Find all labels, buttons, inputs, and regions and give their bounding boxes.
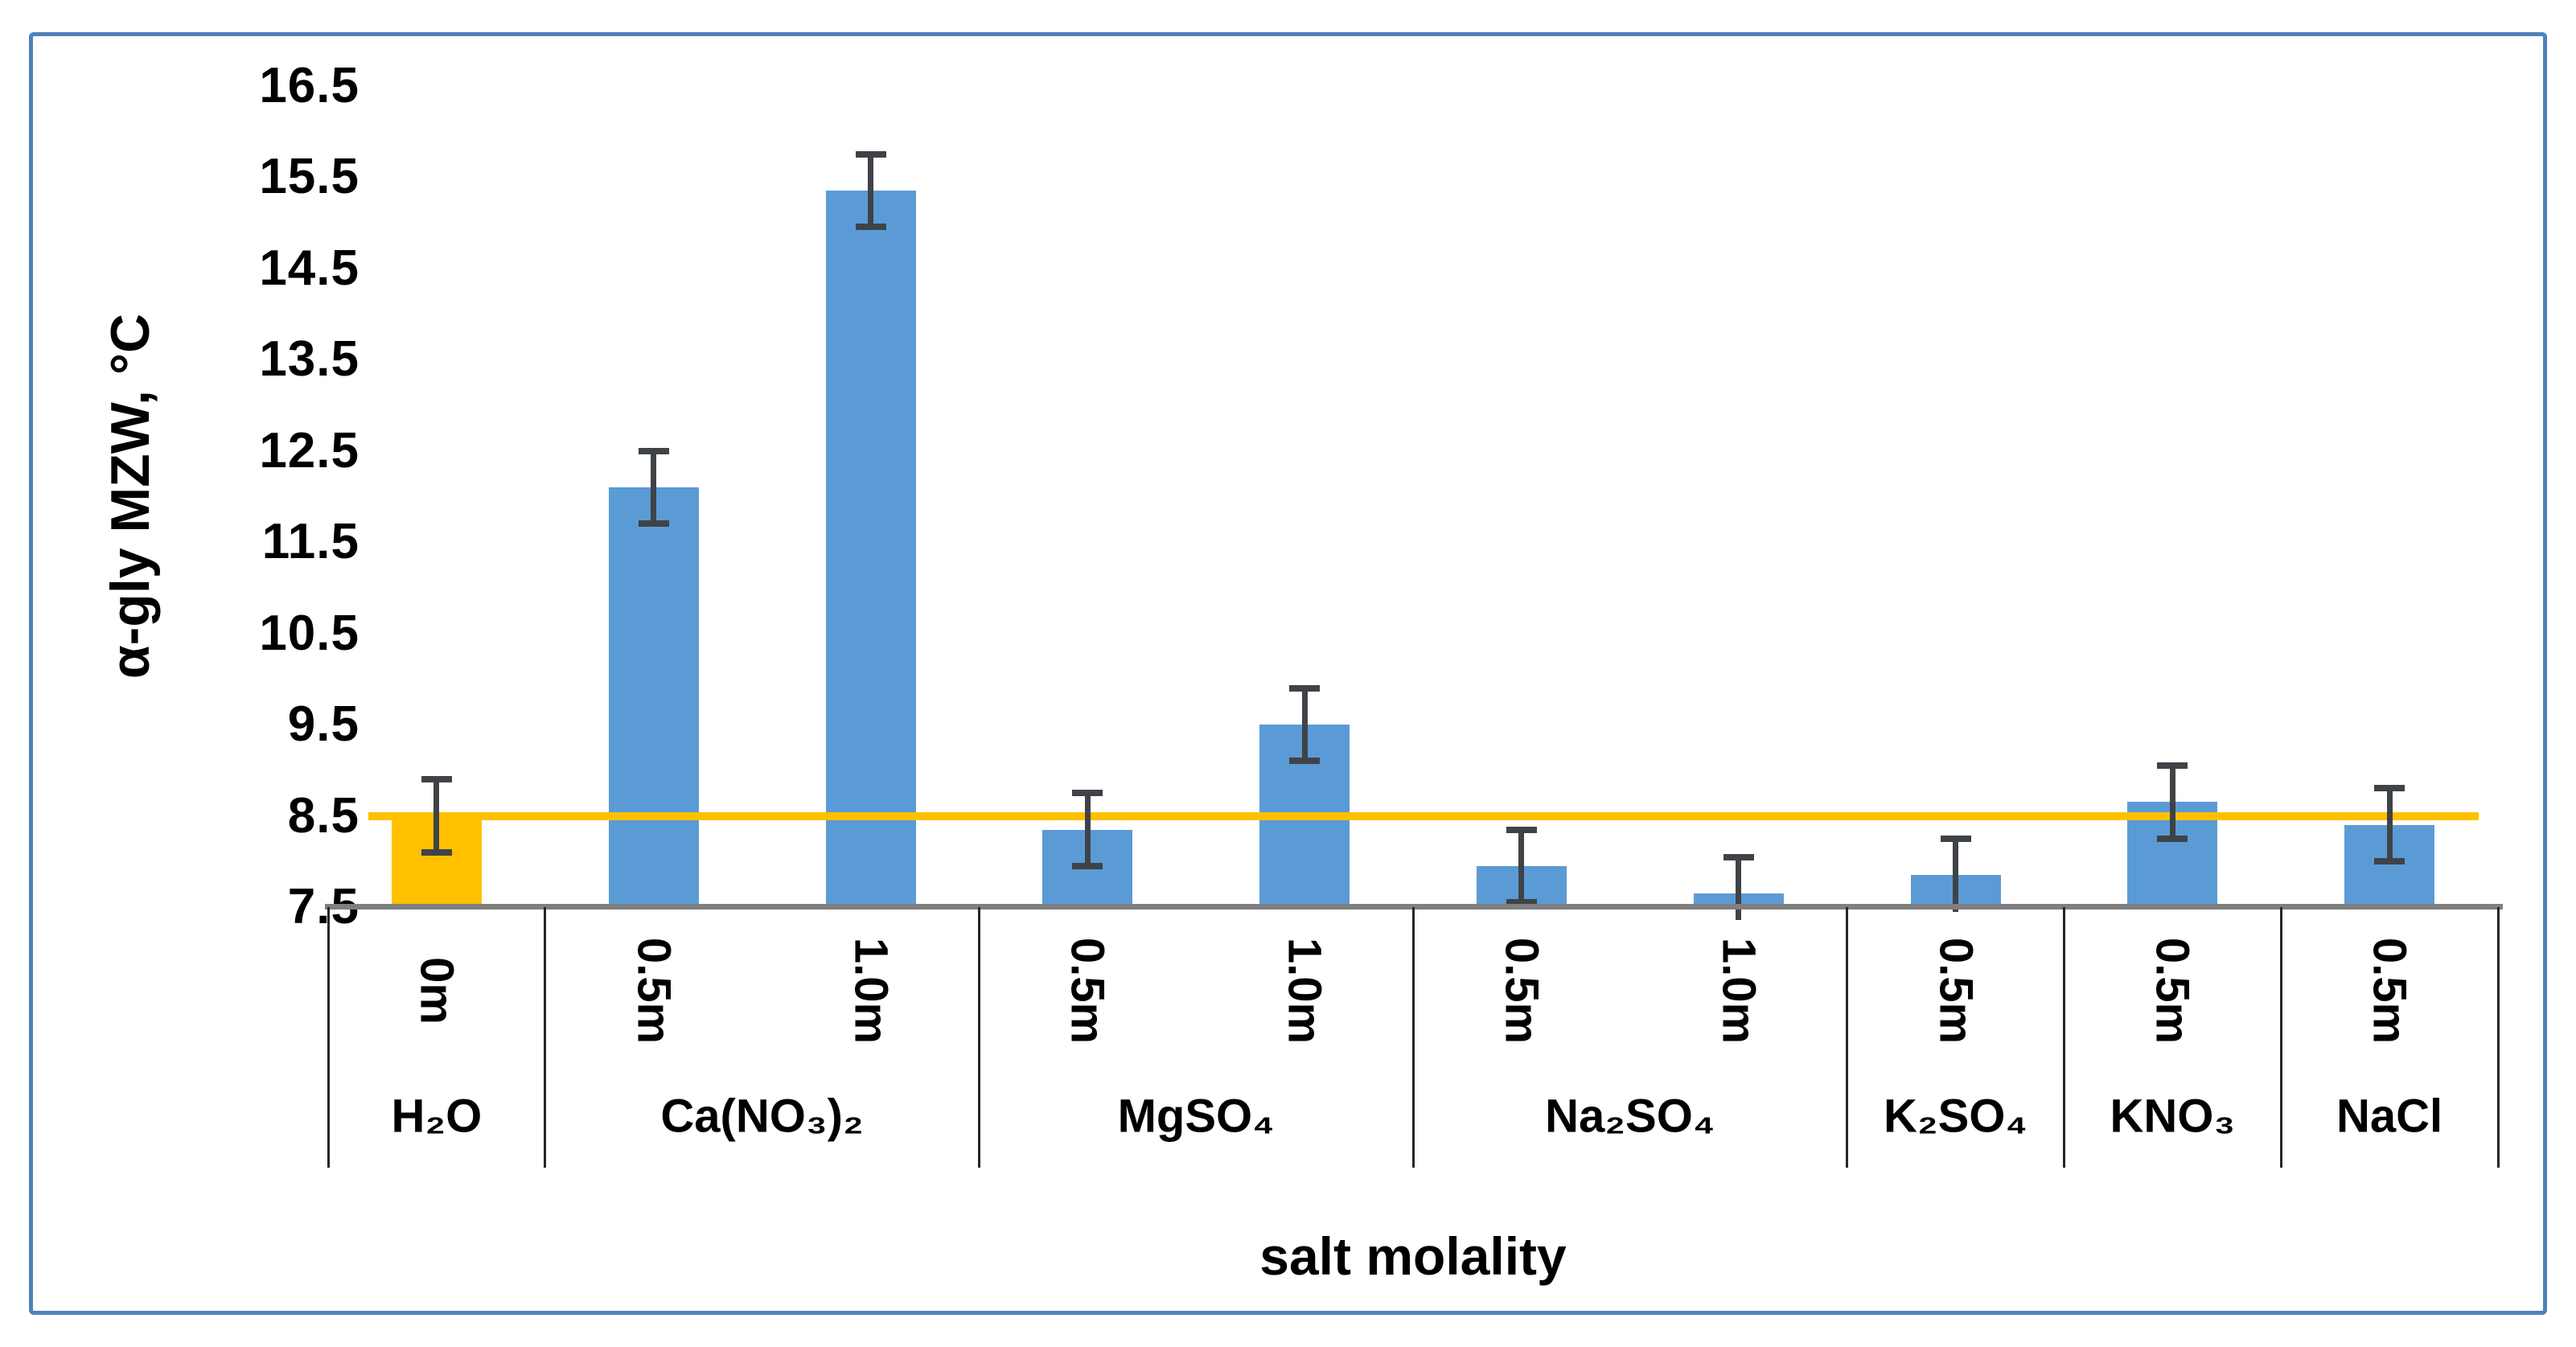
error-bar-cap-bottom: [1506, 899, 1537, 906]
molality-label: 0.5m: [2363, 937, 2416, 1045]
error-bar-stem: [433, 779, 440, 852]
salt-group-label: H₂O: [391, 1090, 483, 1143]
error-bar-stem: [651, 450, 657, 524]
error-bar-cap-top: [1506, 826, 1537, 833]
error-bar-stem: [1953, 838, 1958, 912]
error-bar-cap-top: [421, 776, 452, 783]
salt-group-label: Ca(NO₃)₂: [660, 1090, 864, 1143]
category-divider: [2496, 907, 2500, 1168]
y-tick-label: 14.5: [259, 240, 359, 296]
error-bar-cap-bottom: [1072, 862, 1103, 869]
error-bar-cap-top: [638, 447, 669, 454]
molality-label: 1.0m: [844, 937, 897, 1045]
salt-group-label: KNO₃: [2110, 1090, 2236, 1143]
molality-label: 0.5m: [627, 937, 680, 1045]
salt-group-label: K₂SO₄: [1883, 1090, 2028, 1143]
error-bar-cap-bottom: [2157, 835, 2188, 842]
y-axis-title: α-gly MZW, °C: [100, 313, 161, 680]
molality-label: 0.5m: [1061, 937, 1114, 1045]
category-divider: [1846, 907, 1849, 1168]
error-bar-cap-top: [1072, 790, 1103, 797]
error-bar-cap-bottom: [855, 224, 886, 231]
category-divider: [1411, 907, 1415, 1168]
molality-label: 1.0m: [1712, 937, 1765, 1045]
molality-label: 0.5m: [1929, 937, 1982, 1045]
reference-line: [368, 811, 2479, 820]
error-bar-cap-top: [1940, 835, 1971, 842]
data-bar: [825, 191, 916, 906]
error-bar-stem: [868, 154, 873, 228]
data-bar: [608, 487, 699, 906]
molality-label: 0m: [410, 957, 463, 1025]
error-bar-cap-top: [855, 150, 886, 158]
y-tick-label: 16.5: [259, 57, 359, 113]
salt-group-label: Na₂SO₄: [1545, 1090, 1715, 1143]
error-bar-cap-top: [2157, 762, 2188, 770]
error-bar-stem: [1518, 829, 1525, 903]
error-bar-cap-top: [1289, 684, 1321, 692]
y-tick-label: 15.5: [259, 149, 359, 204]
error-bar-stem: [1736, 856, 1742, 920]
y-tick-label: 10.5: [259, 605, 359, 661]
molality-label: 1.0m: [1278, 937, 1331, 1045]
error-bar-cap-top: [1723, 853, 1754, 860]
salt-group-label: MgSO₄: [1117, 1090, 1275, 1143]
error-bar-cap-bottom: [2374, 858, 2405, 865]
y-tick-label: 8.5: [287, 787, 359, 844]
y-tick-label: 13.5: [259, 331, 359, 387]
category-divider: [544, 907, 547, 1168]
error-bar-stem: [1301, 688, 1308, 762]
category-divider: [2062, 907, 2065, 1168]
y-tick-label: 12.5: [259, 422, 359, 478]
y-tick-label: 11.5: [261, 514, 359, 569]
error-bar-cap-bottom: [421, 848, 452, 856]
x-axis-line: [325, 904, 2503, 910]
molality-label: 0.5m: [1495, 937, 1548, 1045]
molality-label: 0.5m: [2146, 937, 2199, 1045]
category-divider: [327, 907, 330, 1168]
y-tick-label: 9.5: [287, 696, 359, 752]
error-bar-cap-bottom: [638, 520, 669, 528]
error-bar-cap-bottom: [1289, 758, 1321, 765]
error-bar-stem: [2169, 766, 2175, 839]
error-bar-stem: [2386, 788, 2393, 862]
category-divider: [977, 907, 980, 1168]
category-divider: [2279, 907, 2282, 1168]
x-axis-title: salt molality: [1259, 1226, 1567, 1286]
salt-group-label: NaCl: [2336, 1090, 2443, 1143]
error-bar-stem: [1084, 793, 1091, 866]
error-bar-cap-top: [2374, 785, 2405, 792]
